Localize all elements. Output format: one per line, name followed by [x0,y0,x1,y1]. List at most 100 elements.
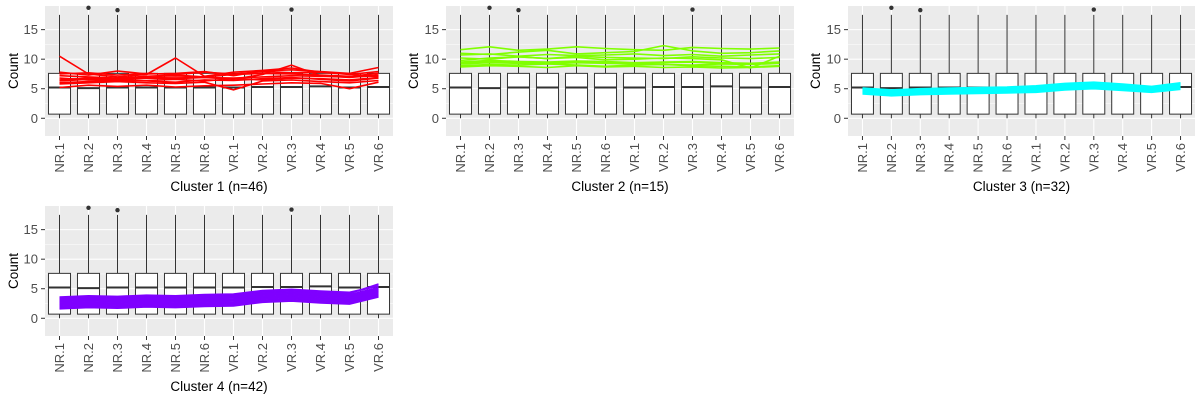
series-lines [59,55,379,91]
y-tick-label: 0 [432,111,439,126]
x-axis-title: Cluster 3 (n=32) [973,179,1070,194]
box-iqr [1082,72,1106,115]
box-outlier-point [86,205,91,210]
x-tick-label: VR.6 [371,343,386,372]
boxplot-NR.5 [564,14,589,119]
x-tick-label: VR.4 [313,143,328,172]
box-iqr [477,72,502,115]
panel-background [45,6,393,136]
y-axis-title: Count [6,253,21,289]
x-tick-label: VR.6 [772,143,787,172]
box-iqr [1053,72,1077,115]
y-axis-title: Count [406,53,421,89]
x-tick-label: NR.2 [81,343,96,373]
series-line [59,290,379,304]
x-tick-label: NR.4 [139,343,154,373]
panel-background [45,206,393,336]
panel-background [446,6,794,136]
series-line [460,53,780,58]
x-tick-label: NR.1 [855,143,870,173]
box-outlier-point [516,7,521,13]
box-iqr [564,72,589,115]
x-axis-title: Cluster 2 (n=15) [571,179,668,194]
x-tick-label: NR.4 [139,143,154,173]
panel-cluster-3: 0 5 10 15 NR.1 NR.2 NR.3 NR.4 NR.5 NR.6 VR.1 VR.2 VR… [808,5,1195,194]
series-line [59,287,379,302]
x-tick-label: VR.1 [627,143,642,172]
box-iqr [738,72,763,115]
x-tick-label: VR.4 [313,343,328,372]
y-tick-label: 0 [834,111,841,126]
y-tick-label: 10 [24,52,38,67]
series-line [460,55,780,61]
x-tick-label: NR.5 [971,143,986,173]
box-iqr [709,72,734,115]
y-tick-label: 0 [31,311,38,326]
x-tick-label: NR.3 [913,143,928,173]
box-outlier-point [289,7,294,12]
x-tick-label: NR.1 [453,143,468,173]
x-tick-label: VR.3 [284,343,299,372]
y-tick-label: 5 [31,281,38,296]
y-tick-label: 5 [432,81,439,96]
series-line [59,289,379,303]
boxplot-VR.3 [680,7,705,119]
box-iqr [680,72,705,115]
boxplot-NR.2 [477,5,502,119]
boxplot-NR.3 [506,7,531,119]
y-tick-label: 0 [31,111,38,126]
series-line [59,295,379,309]
x-tick-label: NR.6 [197,343,212,373]
box-iqr [651,72,676,115]
panel-cluster-1: 0 5 10 15 NR.1 NR.2 NR.3 NR.4 NR.5 NR.6 VR.1 VR.2 VR… [6,5,393,194]
series-line [59,291,379,305]
series-lines [59,283,379,310]
series-line [59,292,379,307]
x-tick-label: NR.1 [52,343,67,373]
x-tick-label: NR.4 [540,143,555,173]
box-iqr [767,72,792,115]
box-iqr [593,72,618,115]
x-tick-label: VR.4 [714,143,729,172]
y-tick-label: 15 [425,22,439,37]
x-tick-label: VR.2 [255,143,270,172]
box-outlier-point [918,7,923,13]
y-tick-label: 10 [425,52,439,67]
x-tick-label: VR.3 [685,143,700,172]
x-tick-label: VR.6 [371,143,386,172]
x-tick-label: NR.6 [1000,143,1015,173]
x-axis-title: Cluster 4 (n=42) [170,379,267,394]
series-lines [862,81,1181,97]
series-line [862,81,1181,91]
series-line [59,286,379,301]
box-iqr [506,72,531,115]
x-tick-label: VR.4 [1115,143,1130,172]
box-iqr [535,72,560,115]
box-iqr [1169,72,1193,115]
x-tick-label: NR.5 [569,143,584,173]
box-outlier-point [289,207,294,212]
y-tick-label: 15 [827,22,841,37]
x-tick-label: NR.5 [168,343,183,373]
x-tick-label: VR.2 [255,343,270,372]
x-tick-label: VR.5 [342,143,357,172]
x-tick-label: NR.2 [482,143,497,173]
x-tick-label: VR.5 [743,143,758,172]
x-axis-title: Cluster 1 (n=46) [170,179,267,194]
x-tick-label: NR.3 [110,343,125,373]
y-tick-label: 15 [24,22,38,37]
series-line [59,70,379,76]
box-outlier-point [86,5,91,10]
x-tick-label: NR.1 [52,143,67,173]
box-outlier-point [690,7,695,12]
series-line [59,293,379,308]
series-lines [460,44,780,69]
panel-cluster-2: 0 5 10 15 NR.1 NR.2 NR.3 NR.4 NR.5 NR.6 VR.1 VR.2 VR… [406,5,794,194]
series-line [59,285,379,299]
x-tick-label: VR.1 [1028,143,1043,172]
series-line [862,82,1181,92]
x-tick-label: VR.5 [1144,143,1159,172]
x-tick-label: VR.2 [656,143,671,172]
series-line [460,45,780,52]
box-iqr [1140,72,1164,115]
